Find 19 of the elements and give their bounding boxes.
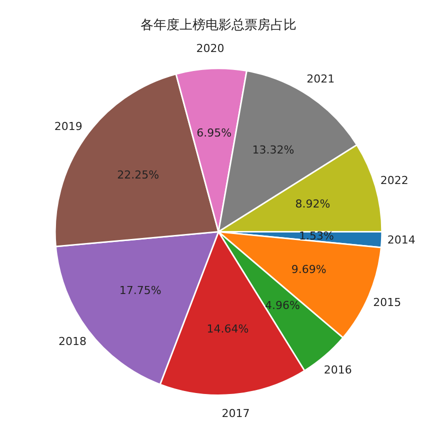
data-label: 6.95% [196, 126, 232, 140]
data-label: 1.53% [298, 229, 334, 242]
slice-label: 2019 [54, 120, 82, 133]
data-label: 8.92% [295, 198, 330, 211]
slice-label: 2017 [222, 406, 250, 420]
slice-label: 2020 [196, 42, 224, 55]
slice-label: 2022 [380, 174, 408, 188]
data-label: 13.32% [252, 143, 294, 156]
data-label: 22.25% [117, 168, 160, 182]
chart-title: 各年度上榜电影总票房占比 [140, 17, 296, 34]
slice-label: 2016 [324, 363, 352, 376]
data-label: 14.64% [206, 322, 249, 336]
data-label: 4.96% [264, 299, 300, 312]
slice-label: 2021 [306, 72, 335, 86]
slice-label: 2015 [373, 296, 402, 310]
slice-label: 2014 [387, 233, 416, 246]
slice-label: 2018 [58, 335, 87, 348]
data-label: 17.75% [119, 284, 162, 297]
data-label: 9.69% [291, 262, 326, 276]
